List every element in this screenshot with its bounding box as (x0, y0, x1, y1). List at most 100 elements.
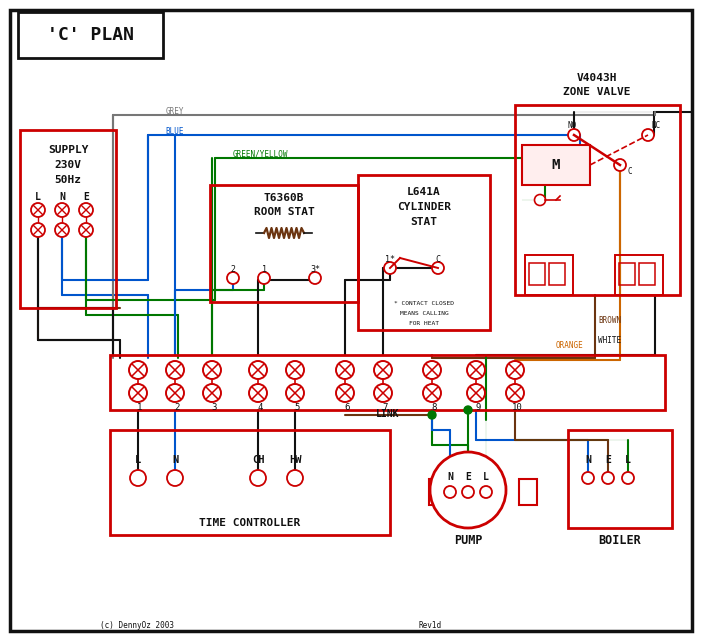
Text: N: N (585, 455, 591, 465)
Text: L: L (35, 192, 41, 202)
Text: GREEN/YELLOW: GREEN/YELLOW (232, 149, 288, 158)
Text: NO: NO (567, 121, 576, 129)
Text: BOILER: BOILER (599, 533, 642, 547)
Text: M: M (552, 158, 560, 172)
Circle shape (336, 384, 354, 402)
Circle shape (374, 384, 392, 402)
Circle shape (249, 361, 267, 379)
Circle shape (423, 384, 441, 402)
Text: SUPPLY: SUPPLY (48, 145, 88, 155)
Text: 4: 4 (258, 403, 263, 413)
Bar (615, 255, 663, 295)
Bar (619, 263, 635, 285)
Circle shape (250, 470, 266, 486)
Text: L: L (625, 455, 631, 465)
Bar (110, 430, 390, 535)
Text: C: C (435, 254, 440, 263)
Circle shape (31, 203, 45, 217)
Circle shape (336, 361, 354, 379)
Text: MEANS CALLING: MEANS CALLING (399, 310, 449, 315)
Circle shape (258, 272, 270, 284)
Circle shape (506, 384, 524, 402)
Circle shape (462, 486, 474, 498)
Text: FOR HEAT: FOR HEAT (409, 320, 439, 326)
Circle shape (79, 203, 93, 217)
Text: E: E (605, 455, 611, 465)
Text: NC: NC (651, 121, 661, 129)
Text: 2: 2 (174, 403, 180, 413)
Text: BLUE: BLUE (166, 126, 184, 135)
Text: L: L (135, 455, 141, 465)
Circle shape (374, 361, 392, 379)
Circle shape (582, 472, 594, 484)
Bar (18, 12, 163, 58)
Text: 1*: 1* (385, 254, 395, 263)
Text: N: N (59, 192, 65, 202)
Text: N: N (172, 455, 178, 465)
Circle shape (130, 470, 146, 486)
Circle shape (423, 361, 441, 379)
Text: T6360B: T6360B (264, 193, 304, 203)
Text: HW: HW (289, 455, 301, 465)
Circle shape (506, 361, 524, 379)
Bar (549, 263, 565, 285)
Bar (110, 355, 665, 410)
Text: 10: 10 (512, 403, 522, 413)
Text: 1: 1 (138, 403, 143, 413)
Circle shape (467, 384, 485, 402)
Circle shape (79, 223, 93, 237)
Circle shape (286, 384, 304, 402)
Text: CYLINDER: CYLINDER (397, 202, 451, 212)
Bar (515, 105, 680, 295)
Text: ZONE VALVE: ZONE VALVE (563, 87, 631, 97)
Circle shape (432, 262, 444, 274)
Text: 1: 1 (262, 265, 267, 274)
Text: STAT: STAT (411, 217, 437, 227)
Text: L641A: L641A (407, 187, 441, 197)
Text: BROWN: BROWN (598, 315, 621, 324)
Circle shape (534, 194, 545, 206)
Text: 50Hz: 50Hz (55, 175, 81, 185)
Circle shape (129, 384, 147, 402)
Circle shape (286, 361, 304, 379)
Text: 230V: 230V (55, 160, 81, 170)
Text: E: E (465, 472, 471, 482)
Text: Rev1d: Rev1d (418, 620, 442, 629)
Text: * CONTACT CLOSED: * CONTACT CLOSED (394, 301, 454, 306)
Bar (358, 175, 490, 330)
Text: 6: 6 (344, 403, 350, 413)
Circle shape (129, 361, 147, 379)
Circle shape (287, 470, 303, 486)
Text: 7: 7 (383, 403, 388, 413)
Text: (c) DennyOz 2003: (c) DennyOz 2003 (100, 620, 174, 629)
Circle shape (642, 129, 654, 141)
Circle shape (309, 272, 321, 284)
Circle shape (31, 223, 45, 237)
Text: V4043H: V4043H (577, 73, 617, 83)
Circle shape (249, 384, 267, 402)
Text: 2: 2 (230, 265, 235, 274)
Text: C: C (628, 167, 633, 176)
Circle shape (166, 361, 184, 379)
Bar (568, 430, 672, 528)
Text: N: N (447, 472, 453, 482)
Text: E: E (83, 192, 89, 202)
Text: 3*: 3* (310, 265, 320, 274)
Bar (522, 145, 590, 185)
Circle shape (203, 384, 221, 402)
Bar (210, 185, 358, 302)
Circle shape (467, 361, 485, 379)
Bar (639, 263, 655, 285)
Text: 9: 9 (475, 403, 481, 413)
Text: WHITE: WHITE (598, 335, 621, 344)
Circle shape (430, 452, 506, 528)
Text: 'C' PLAN: 'C' PLAN (46, 26, 133, 44)
Text: PUMP: PUMP (453, 533, 482, 547)
Circle shape (227, 272, 239, 284)
Text: GREY: GREY (166, 106, 184, 115)
Circle shape (568, 129, 580, 141)
Bar (20, 130, 116, 308)
Text: ROOM STAT: ROOM STAT (253, 207, 314, 217)
Text: 3: 3 (211, 403, 217, 413)
Circle shape (480, 486, 492, 498)
